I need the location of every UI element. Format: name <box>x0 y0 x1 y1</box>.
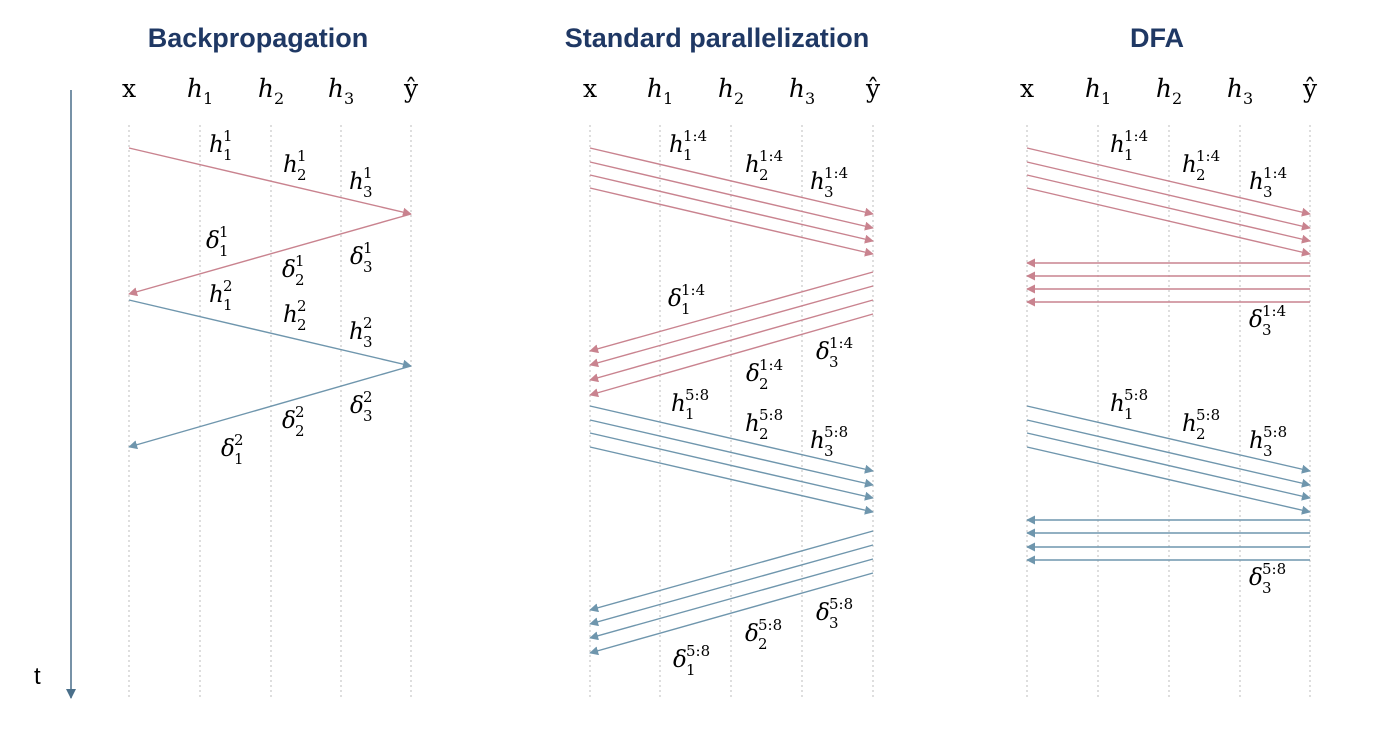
error-label: δ1 2 <box>282 252 305 289</box>
error-label: δ1 1 <box>206 223 229 260</box>
activation-label: h1:4 3 <box>810 164 848 201</box>
column-label: h2 <box>258 74 284 108</box>
activation-label: h1:4 1 <box>669 127 707 164</box>
activation-label: h5:8 2 <box>1182 406 1220 443</box>
panel-title: DFA <box>1130 23 1184 53</box>
column-label: ŷ <box>1302 74 1318 103</box>
time-axis-label: t <box>34 663 41 690</box>
column-label: x <box>1020 74 1034 103</box>
error-label: δ1:4 3 <box>1249 302 1286 339</box>
error-label: δ2 2 <box>282 403 305 440</box>
column-label: h3 <box>789 74 815 108</box>
panel-title: Standard parallelization <box>565 23 870 53</box>
activation-label: h2 2 <box>283 297 307 334</box>
error-label: δ2 1 <box>221 431 244 468</box>
activation-label: h1 3 <box>349 164 373 201</box>
column-label: h3 <box>1227 74 1253 108</box>
activation-label: h2 3 <box>349 314 373 351</box>
error-label: δ1:4 2 <box>746 356 783 393</box>
error-label: δ1:4 3 <box>816 334 853 371</box>
error-label: δ1:4 1 <box>668 281 705 318</box>
activation-label: h1:4 1 <box>1110 127 1148 164</box>
column-label: h1 <box>187 74 213 108</box>
activation-label: h1:4 2 <box>745 147 783 184</box>
activation-label: h1 2 <box>283 147 307 184</box>
column-label: h3 <box>328 74 354 108</box>
column-label: ŷ <box>403 74 419 103</box>
panel-title: Backpropagation <box>148 23 369 53</box>
activation-label: h5:8 3 <box>810 423 848 460</box>
error-label: δ2 3 <box>350 388 373 425</box>
error-label: δ5:8 3 <box>1249 560 1286 597</box>
activation-label: h1:4 2 <box>1182 147 1220 184</box>
activation-label: h5:8 1 <box>671 386 709 423</box>
activation-label: h1 1 <box>209 127 233 164</box>
column-label: h1 <box>647 74 673 108</box>
activation-label: h2 1 <box>209 277 233 314</box>
activation-label: h5:8 3 <box>1249 423 1287 460</box>
panel-backpropagation: Backpropagation x h1 h2 h3 ŷ h1 1 h1 2 h1 3 δ1 1 δ1 2 δ1… <box>122 23 419 700</box>
error-label: δ1 3 <box>350 239 373 276</box>
activation-label: h5:8 1 <box>1110 386 1148 423</box>
panel-dfa: DFA x h1 h2 h3 ŷ h1:4 1 h1:4 2 h1:4 3 δ1:4 3 h5:8 1 h5:8… <box>1020 23 1318 700</box>
time-axis: t <box>34 90 71 698</box>
column-label: ŷ <box>865 74 881 103</box>
panel-standard-parallelization: Standard parallelization x h1 h2 h3 ŷ h1:4 1 h1:… <box>565 23 881 700</box>
error-label: δ5:8 3 <box>816 595 853 632</box>
column-label: h2 <box>718 74 744 108</box>
error-label: δ5:8 1 <box>673 642 710 679</box>
column-label: h2 <box>1156 74 1182 108</box>
column-label: h1 <box>1085 74 1111 108</box>
column-label: x <box>122 74 136 103</box>
activation-label: h1:4 3 <box>1249 164 1287 201</box>
error-label: δ5:8 2 <box>745 616 782 653</box>
activation-label: h5:8 2 <box>745 406 783 443</box>
column-label: x <box>583 74 597 103</box>
